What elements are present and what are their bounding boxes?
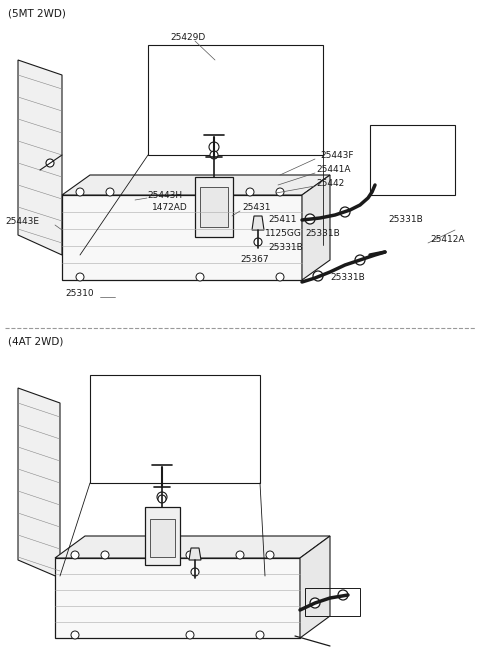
Circle shape xyxy=(338,590,348,600)
Text: (5MT 2WD): (5MT 2WD) xyxy=(8,9,66,19)
Bar xyxy=(370,125,455,195)
Bar xyxy=(148,45,323,155)
Bar xyxy=(55,558,300,638)
Text: 25441A: 25441A xyxy=(316,165,350,174)
Text: 25442: 25442 xyxy=(316,178,344,188)
Text: 25411: 25411 xyxy=(268,216,297,224)
Circle shape xyxy=(210,151,218,159)
Circle shape xyxy=(209,142,219,152)
Circle shape xyxy=(355,255,365,265)
Text: 25429D: 25429D xyxy=(170,33,205,43)
Circle shape xyxy=(186,631,194,639)
Circle shape xyxy=(191,568,199,576)
Bar xyxy=(150,519,175,557)
Circle shape xyxy=(158,495,166,503)
Circle shape xyxy=(266,551,274,559)
Circle shape xyxy=(196,188,204,196)
Circle shape xyxy=(106,188,114,196)
Text: 25310: 25310 xyxy=(65,289,94,298)
Text: 25331B: 25331B xyxy=(268,243,303,253)
Bar xyxy=(90,375,260,483)
Text: 1125GG: 1125GG xyxy=(265,230,302,239)
Bar xyxy=(145,507,180,565)
Bar xyxy=(200,187,228,227)
Bar xyxy=(305,588,360,616)
Bar xyxy=(195,177,233,237)
Circle shape xyxy=(76,273,84,281)
Text: 25331B: 25331B xyxy=(330,274,365,283)
Text: 25367: 25367 xyxy=(240,255,269,264)
Circle shape xyxy=(236,551,244,559)
Polygon shape xyxy=(252,216,264,230)
Circle shape xyxy=(276,273,284,281)
Text: 1472AD: 1472AD xyxy=(152,203,188,211)
Text: 25443E: 25443E xyxy=(5,218,39,226)
Circle shape xyxy=(340,207,350,217)
Polygon shape xyxy=(18,388,60,578)
Bar xyxy=(62,195,302,280)
Circle shape xyxy=(256,631,264,639)
Text: 25431: 25431 xyxy=(242,203,271,213)
Circle shape xyxy=(254,238,262,246)
Polygon shape xyxy=(300,536,330,638)
Polygon shape xyxy=(18,60,62,255)
Circle shape xyxy=(276,188,284,196)
Text: 25443H: 25443H xyxy=(147,190,182,199)
Circle shape xyxy=(246,188,254,196)
Circle shape xyxy=(313,271,323,281)
Circle shape xyxy=(196,273,204,281)
Text: 25331B: 25331B xyxy=(305,230,340,239)
Polygon shape xyxy=(55,536,330,558)
Circle shape xyxy=(157,492,167,502)
Text: 25412A: 25412A xyxy=(430,236,465,245)
Polygon shape xyxy=(189,548,201,560)
Circle shape xyxy=(310,598,320,608)
Circle shape xyxy=(76,188,84,196)
Text: 25443F: 25443F xyxy=(320,152,353,161)
Text: (4AT 2WD): (4AT 2WD) xyxy=(8,337,63,347)
Polygon shape xyxy=(302,175,330,280)
Circle shape xyxy=(71,631,79,639)
Circle shape xyxy=(186,551,194,559)
Text: 25331B: 25331B xyxy=(388,215,423,224)
Circle shape xyxy=(71,551,79,559)
Circle shape xyxy=(101,551,109,559)
Polygon shape xyxy=(62,175,330,195)
Circle shape xyxy=(46,159,54,167)
Circle shape xyxy=(305,214,315,224)
